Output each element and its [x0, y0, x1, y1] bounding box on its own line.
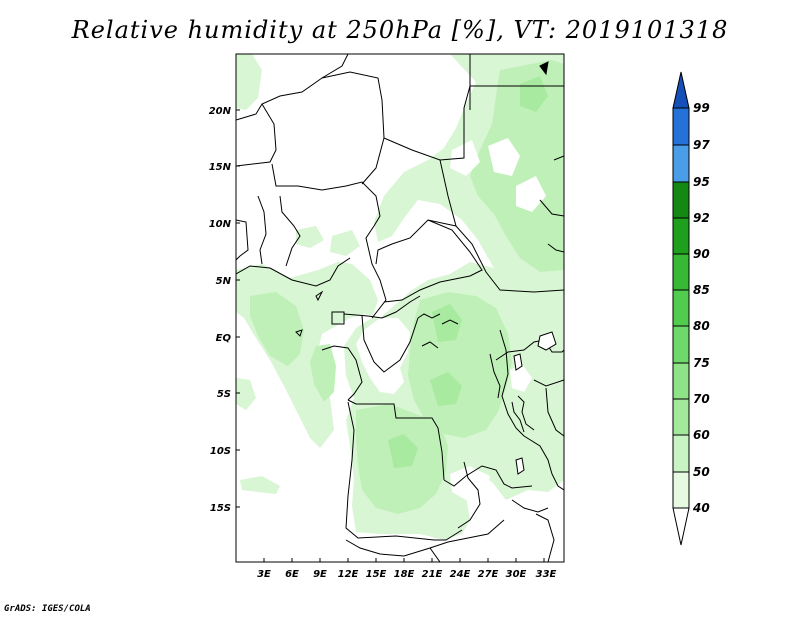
lon-tick-label: 24E: [450, 569, 471, 580]
colorbar-segment: [672, 362, 690, 400]
latitude-axis: 20N 15N 10N 5N EQ 5S 10S 15S: [209, 106, 240, 514]
lon-tick-label: 6E: [285, 569, 299, 580]
colorbar-label: 70: [693, 392, 710, 406]
colorbar-label: 80: [693, 319, 710, 333]
colorbar-segment: [672, 253, 690, 291]
colorbar: 99 97 95 92 90 85 80 75 70 60 50 40: [672, 71, 710, 546]
colorbar-bottom-triangle: [672, 507, 690, 546]
lat-tick-label: 10S: [210, 446, 231, 457]
lat-tick-label: EQ: [216, 333, 232, 344]
colorbar-segment: [672, 434, 690, 473]
colorbar-label: 95: [693, 175, 710, 189]
lon-tick-label: 3E: [257, 569, 271, 580]
lon-tick-label: 21E: [422, 569, 443, 580]
colorbar-label: 50: [693, 465, 710, 479]
map-frame: [235, 53, 565, 563]
lon-tick-label: 33E: [536, 569, 557, 580]
longitude-axis: 3E 6E 9E 12E 15E 18E 21E 24E 27E 30E 33E: [257, 558, 557, 580]
lon-tick-label: 9E: [313, 569, 327, 580]
lat-tick-label: 10N: [209, 219, 232, 230]
lat-tick-label: 5S: [217, 389, 231, 400]
colorbar-segment: [672, 181, 690, 219]
colorbar-label: 85: [693, 283, 710, 297]
colorbar-label: 60: [693, 428, 710, 442]
colorbar-label: 97: [693, 138, 710, 152]
lon-tick-label: 27E: [478, 569, 499, 580]
colorbar-top-triangle: [672, 71, 690, 109]
colorbar-segment: [672, 107, 690, 146]
lat-tick-label: 20N: [209, 106, 232, 117]
colorbar-segment: [672, 289, 690, 327]
grads-credit: GrADS: IGES/COLA: [4, 604, 91, 614]
lon-tick-label: 18E: [394, 569, 415, 580]
colorbar-segment: [672, 471, 690, 509]
lon-tick-label: 15E: [366, 569, 387, 580]
colorbar-label: 99: [693, 101, 710, 115]
colorbar-label: 40: [692, 501, 710, 515]
colorbar-label: 90: [693, 247, 710, 261]
colorbar-segment: [672, 217, 690, 255]
colorbar-segment: [672, 325, 690, 364]
lat-tick-label: 15S: [210, 503, 231, 514]
country-borders: [236, 54, 564, 562]
lat-tick-label: 5N: [216, 276, 232, 287]
lon-tick-label: 30E: [506, 569, 527, 580]
map-title: Relative humidity at 250hPa [%], VT: 201…: [71, 16, 729, 44]
lat-tick-label: 15N: [209, 162, 232, 173]
humidity-field: [236, 54, 564, 540]
colorbar-label: 92: [693, 211, 710, 225]
lon-tick-label: 12E: [338, 569, 359, 580]
colorbar-segment: [672, 144, 690, 183]
colorbar-label: 75: [693, 356, 710, 370]
colorbar-segment: [672, 398, 690, 436]
